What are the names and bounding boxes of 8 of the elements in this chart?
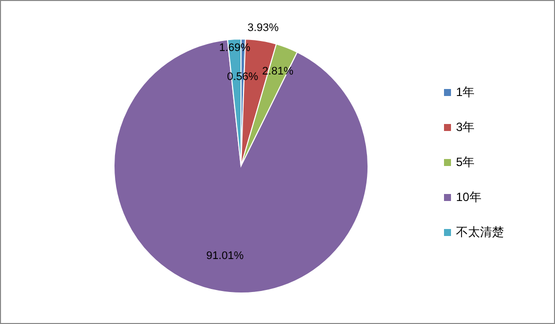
legend-label: 10年 xyxy=(456,188,482,206)
legend-label: 3年 xyxy=(456,118,475,136)
legend-label: 不太清楚 xyxy=(456,224,504,240)
data-label: 3.93% xyxy=(247,22,279,34)
data-label: 91.01% xyxy=(206,250,244,262)
legend-label: 5年 xyxy=(456,154,475,170)
pie-slice xyxy=(114,39,368,294)
legend-label: 1年 xyxy=(456,84,475,100)
